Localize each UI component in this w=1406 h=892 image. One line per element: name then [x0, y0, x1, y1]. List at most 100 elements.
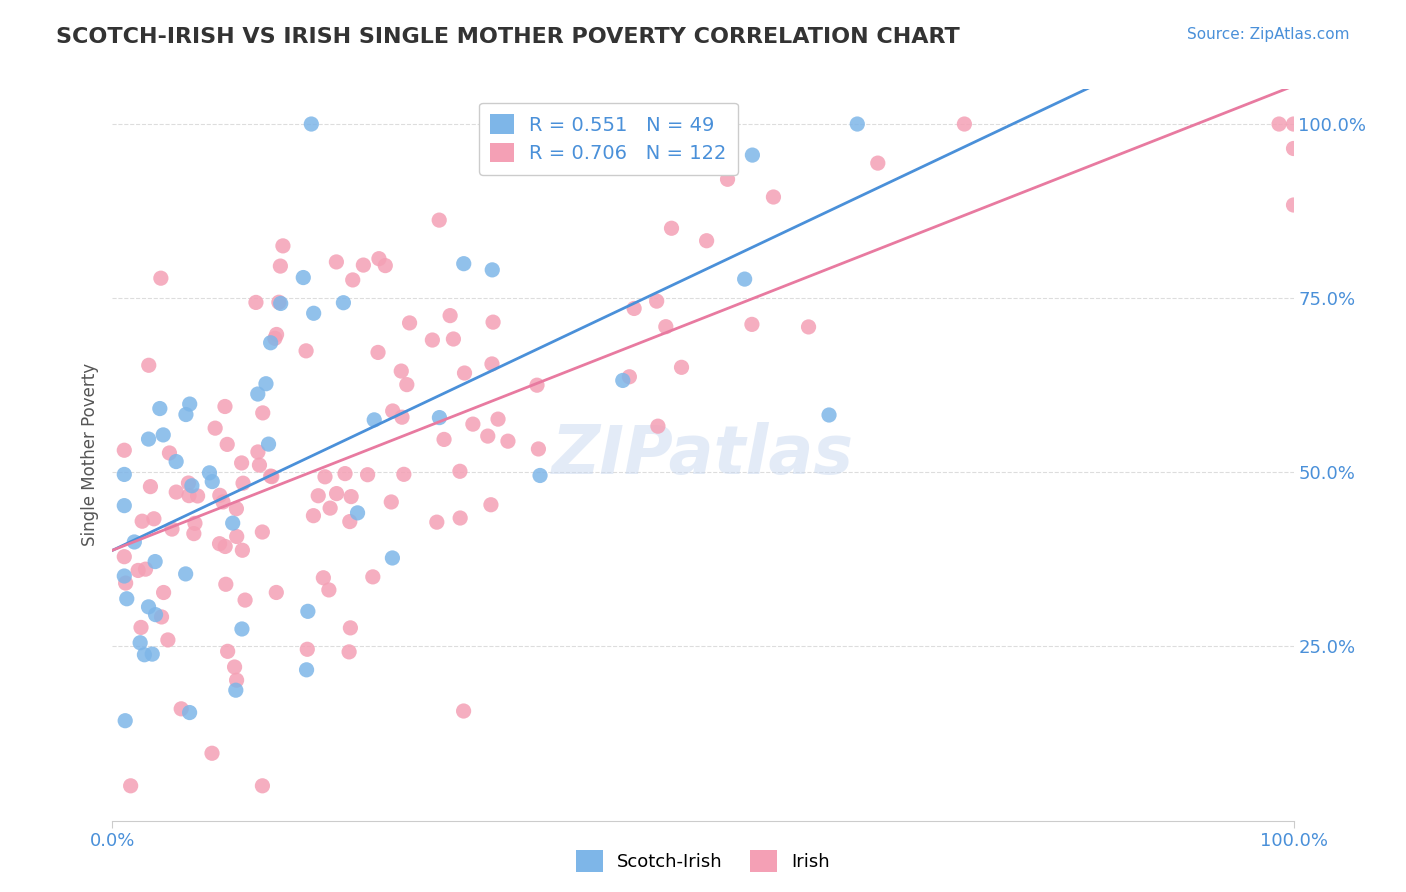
Scotch-Irish — [846, 117, 869, 131]
Irish — [266, 585, 288, 599]
Irish — [260, 469, 283, 483]
Irish — [1282, 117, 1305, 131]
Irish — [264, 331, 287, 345]
Irish — [231, 456, 253, 470]
Irish — [231, 543, 253, 558]
Irish — [391, 410, 413, 425]
Irish — [177, 489, 200, 503]
Irish — [441, 332, 464, 346]
Irish — [368, 252, 391, 266]
Irish — [152, 585, 174, 599]
Y-axis label: Single Mother Poverty: Single Mother Poverty — [80, 363, 98, 547]
Text: SCOTCH-IRISH VS IRISH SINGLE MOTHER POVERTY CORRELATION CHART: SCOTCH-IRISH VS IRISH SINGLE MOTHER POVE… — [56, 27, 960, 46]
Irish — [381, 404, 404, 418]
Irish — [1282, 198, 1305, 212]
Scotch-Irish — [174, 408, 197, 422]
Irish — [496, 434, 519, 449]
Scotch-Irish — [112, 569, 135, 583]
Irish — [184, 516, 207, 531]
Scotch-Irish — [138, 432, 160, 446]
Irish — [156, 632, 179, 647]
Irish — [479, 498, 502, 512]
Irish — [139, 480, 162, 494]
Legend: Scotch-Irish, Irish: Scotch-Irish, Irish — [568, 843, 838, 879]
Irish — [481, 357, 503, 371]
Irish — [619, 369, 641, 384]
Irish — [645, 294, 668, 309]
Irish — [449, 464, 471, 478]
Irish — [433, 433, 456, 447]
Scotch-Irish — [734, 272, 756, 286]
Irish — [482, 315, 505, 329]
Irish — [866, 156, 889, 170]
Irish — [427, 213, 450, 227]
Irish — [318, 582, 340, 597]
Irish — [1282, 141, 1305, 155]
Scotch-Irish — [363, 413, 385, 427]
Scotch-Irish — [270, 296, 292, 310]
Irish — [214, 540, 236, 554]
Irish — [252, 524, 274, 539]
Irish — [527, 442, 550, 456]
Irish — [352, 258, 374, 272]
Irish — [398, 316, 420, 330]
Scotch-Irish — [129, 636, 152, 650]
Irish — [356, 467, 378, 482]
Scotch-Irish — [741, 148, 763, 162]
Irish — [374, 259, 396, 273]
Irish — [138, 359, 160, 373]
Irish — [129, 620, 152, 634]
Irish — [249, 458, 271, 472]
Irish — [225, 673, 247, 688]
Irish — [389, 364, 412, 378]
Irish — [295, 343, 318, 358]
Irish — [342, 273, 364, 287]
Irish — [696, 234, 718, 248]
Scotch-Irish — [165, 454, 187, 468]
Irish — [453, 704, 475, 718]
Scotch-Irish — [145, 607, 167, 622]
Irish — [150, 610, 173, 624]
Irish — [661, 221, 683, 235]
Irish — [271, 239, 294, 253]
Irish — [623, 301, 645, 316]
Irish — [245, 295, 267, 310]
Text: Source: ZipAtlas.com: Source: ZipAtlas.com — [1187, 27, 1350, 42]
Irish — [246, 445, 269, 459]
Irish — [392, 467, 415, 482]
Scotch-Irish — [332, 295, 354, 310]
Scotch-Irish — [138, 599, 160, 614]
Scotch-Irish — [141, 647, 163, 661]
Irish — [339, 621, 361, 635]
Scotch-Irish — [529, 468, 551, 483]
Scotch-Irish — [179, 706, 201, 720]
Scotch-Irish — [225, 683, 247, 698]
Irish — [204, 421, 226, 435]
Scotch-Irish — [429, 410, 451, 425]
Irish — [260, 469, 283, 483]
Irish — [741, 318, 763, 332]
Irish — [187, 489, 209, 503]
Scotch-Irish — [179, 397, 201, 411]
Scotch-Irish — [612, 374, 634, 388]
Irish — [325, 486, 347, 500]
Irish — [647, 419, 669, 434]
Scotch-Irish — [115, 591, 138, 606]
Irish — [453, 366, 475, 380]
Scotch-Irish — [134, 648, 156, 662]
Legend: R = 0.551   N = 49, R = 0.706   N = 122: R = 0.551 N = 49, R = 0.706 N = 122 — [478, 103, 738, 175]
Scotch-Irish — [299, 117, 322, 131]
Irish — [340, 490, 363, 504]
Irish — [201, 746, 224, 760]
Irish — [135, 562, 157, 576]
Scotch-Irish — [246, 387, 269, 401]
Scotch-Irish — [201, 475, 224, 489]
Irish — [361, 570, 384, 584]
Irish — [439, 309, 461, 323]
Irish — [461, 417, 484, 431]
Irish — [215, 577, 238, 591]
Irish — [1268, 117, 1291, 131]
Irish — [142, 512, 165, 526]
Scotch-Irish — [257, 437, 280, 451]
Irish — [252, 779, 274, 793]
